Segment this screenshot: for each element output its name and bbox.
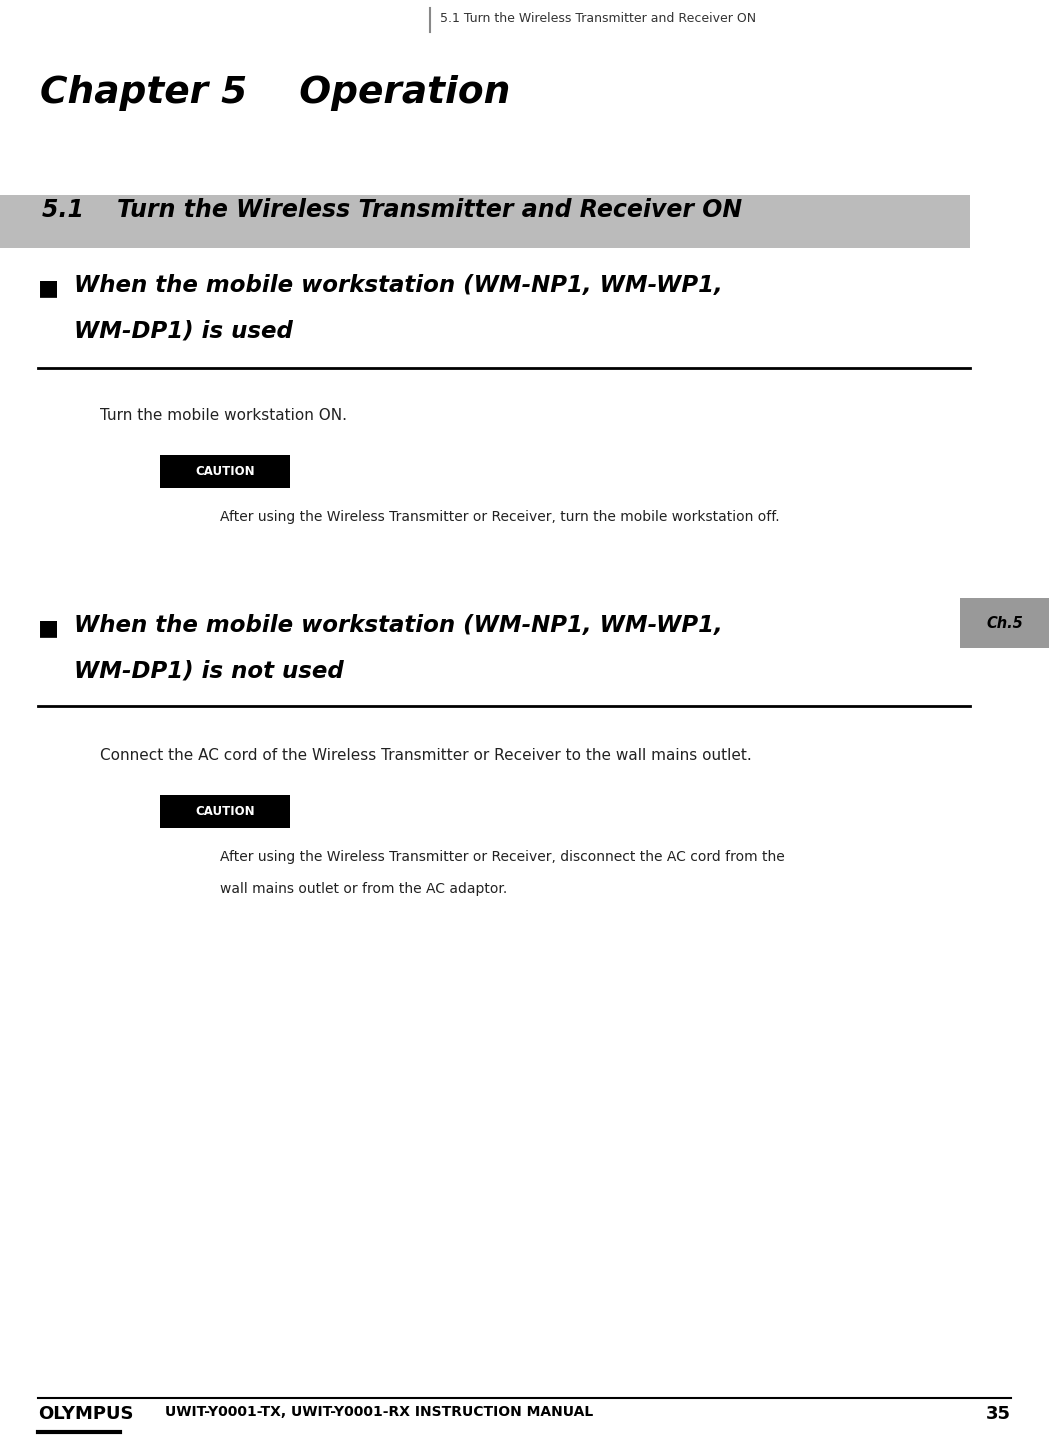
Text: CAUTION: CAUTION <box>195 806 255 818</box>
Bar <box>160 455 290 488</box>
Text: Turn the mobile workstation ON.: Turn the mobile workstation ON. <box>100 408 347 424</box>
Text: CAUTION: CAUTION <box>195 465 255 478</box>
Text: OLYMPUS: OLYMPUS <box>38 1405 133 1424</box>
Text: 5.1    Turn the Wireless Transmitter and Receiver ON: 5.1 Turn the Wireless Transmitter and Re… <box>42 197 742 222</box>
Text: WM-DP1) is not used: WM-DP1) is not used <box>74 660 344 683</box>
Bar <box>0 195 970 248</box>
Text: UWIT-Y0001-TX, UWIT-Y0001-RX INSTRUCTION MANUAL: UWIT-Y0001-TX, UWIT-Y0001-RX INSTRUCTION… <box>165 1405 594 1419</box>
Text: After using the Wireless Transmitter or Receiver, disconnect the AC cord from th: After using the Wireless Transmitter or … <box>220 850 785 865</box>
Text: WM-DP1) is used: WM-DP1) is used <box>74 320 293 343</box>
Text: Ch.5: Ch.5 <box>987 615 1024 631</box>
Text: 35: 35 <box>986 1405 1011 1424</box>
Text: When the mobile workstation (WM-NP1, WM-WP1,: When the mobile workstation (WM-NP1, WM-… <box>74 614 723 637</box>
Text: ■: ■ <box>38 618 59 638</box>
Text: Connect the AC cord of the Wireless Transmitter or Receiver to the wall mains ou: Connect the AC cord of the Wireless Tran… <box>100 748 752 762</box>
Text: 5.1 Turn the Wireless Transmitter and Receiver ON: 5.1 Turn the Wireless Transmitter and Re… <box>440 12 756 24</box>
Text: When the mobile workstation (WM-NP1, WM-WP1,: When the mobile workstation (WM-NP1, WM-… <box>74 274 723 297</box>
Text: ■: ■ <box>38 278 59 298</box>
Bar <box>960 598 1049 648</box>
Text: Chapter 5    Operation: Chapter 5 Operation <box>40 75 511 111</box>
Text: wall mains outlet or from the AC adaptor.: wall mains outlet or from the AC adaptor… <box>220 882 508 896</box>
Bar <box>160 795 290 829</box>
Text: After using the Wireless Transmitter or Receiver, turn the mobile workstation of: After using the Wireless Transmitter or … <box>220 510 779 525</box>
